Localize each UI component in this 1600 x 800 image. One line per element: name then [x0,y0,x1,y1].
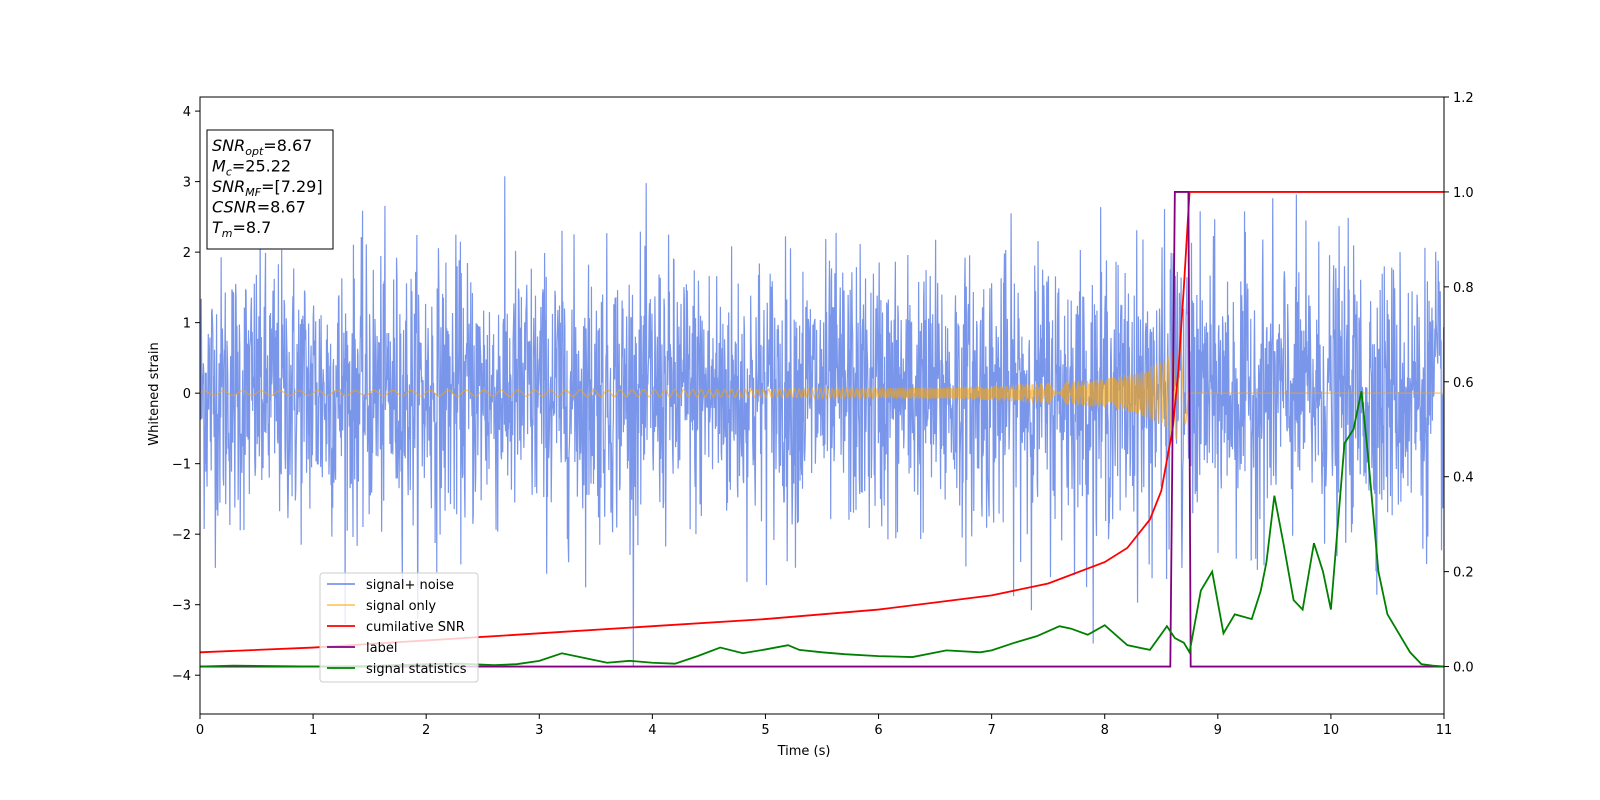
x-tick-label: 2 [422,723,430,738]
y-tick-label: −1 [172,458,191,473]
info-line: Tm=8.7 [212,218,271,240]
y-tick-label: −2 [172,528,191,543]
y-tick-label: 4 [183,105,191,120]
y-tick-label: 0 [183,387,191,402]
series-label [200,191,1444,668]
y2-tick-label: 0.2 [1453,566,1474,581]
legend-label: cumilative SNR [366,620,465,635]
y2-tick-label: 1.0 [1453,186,1474,201]
x-tick-label: 7 [987,723,995,738]
x-tick-label: 3 [535,723,543,738]
x-tick-label: 9 [1214,723,1222,738]
x-tick-label: 8 [1101,723,1109,738]
y-tick-label: 1 [183,317,191,332]
y-tick-label: −3 [172,599,191,614]
x-tick-label: 4 [648,723,656,738]
y2-tick-label: 0.8 [1453,281,1474,296]
series-signal-statistics [200,391,1444,668]
x-tick-label: 5 [761,723,769,738]
axes-layer: 0 1 2 3 4 5 6 7 8 9 10 1143210−1−2−3−41.21.00.80.60… [172,91,1474,738]
y-axis-label: Whitened strain [147,342,162,445]
x-tick-label: 10 [1323,723,1340,738]
legend-label: label [366,641,397,656]
info-line: Mc=25.22 [212,157,291,179]
x-tick-label: 0 [196,723,204,738]
plot-frame [199,96,1445,715]
y2-tick-label: 0.0 [1453,661,1474,676]
x-tick-label: 1 [309,723,317,738]
plot-area [200,176,1444,668]
x-tick-label: 11 [1436,723,1453,738]
series-cumilative-snr [200,191,1444,654]
legend-frame [319,572,479,683]
legend-label: signal statistics [366,662,467,677]
info-line: SNRopt=8.67 [212,136,312,158]
series-signal-only [200,341,1444,440]
info-line: SNRMF=[7.29] [212,177,323,199]
info-box-frame [206,129,334,250]
y2-tick-label: 0.4 [1453,471,1474,486]
legend-label: signal+ noise [366,578,454,593]
legend-label: signal only [366,599,436,614]
y2-tick-label: 0.6 [1453,376,1474,391]
y-tick-label: 3 [183,176,191,191]
y-tick-label: 2 [183,246,191,261]
y-tick-label: −4 [172,669,191,684]
plot-layer [200,176,1444,668]
x-tick-label: 6 [874,723,882,738]
info-line: CSNR=8.67 [212,198,306,217]
y2-tick-label: 1.2 [1453,91,1474,106]
info-box: SNRopt=8.67Mc=25.22SNRMF=[7.29]CSNR=8.67… [206,129,334,250]
legend: signal+ noise signal only cumilative SNR la… [319,572,479,683]
x-axis-label: Time (s) [777,744,831,759]
